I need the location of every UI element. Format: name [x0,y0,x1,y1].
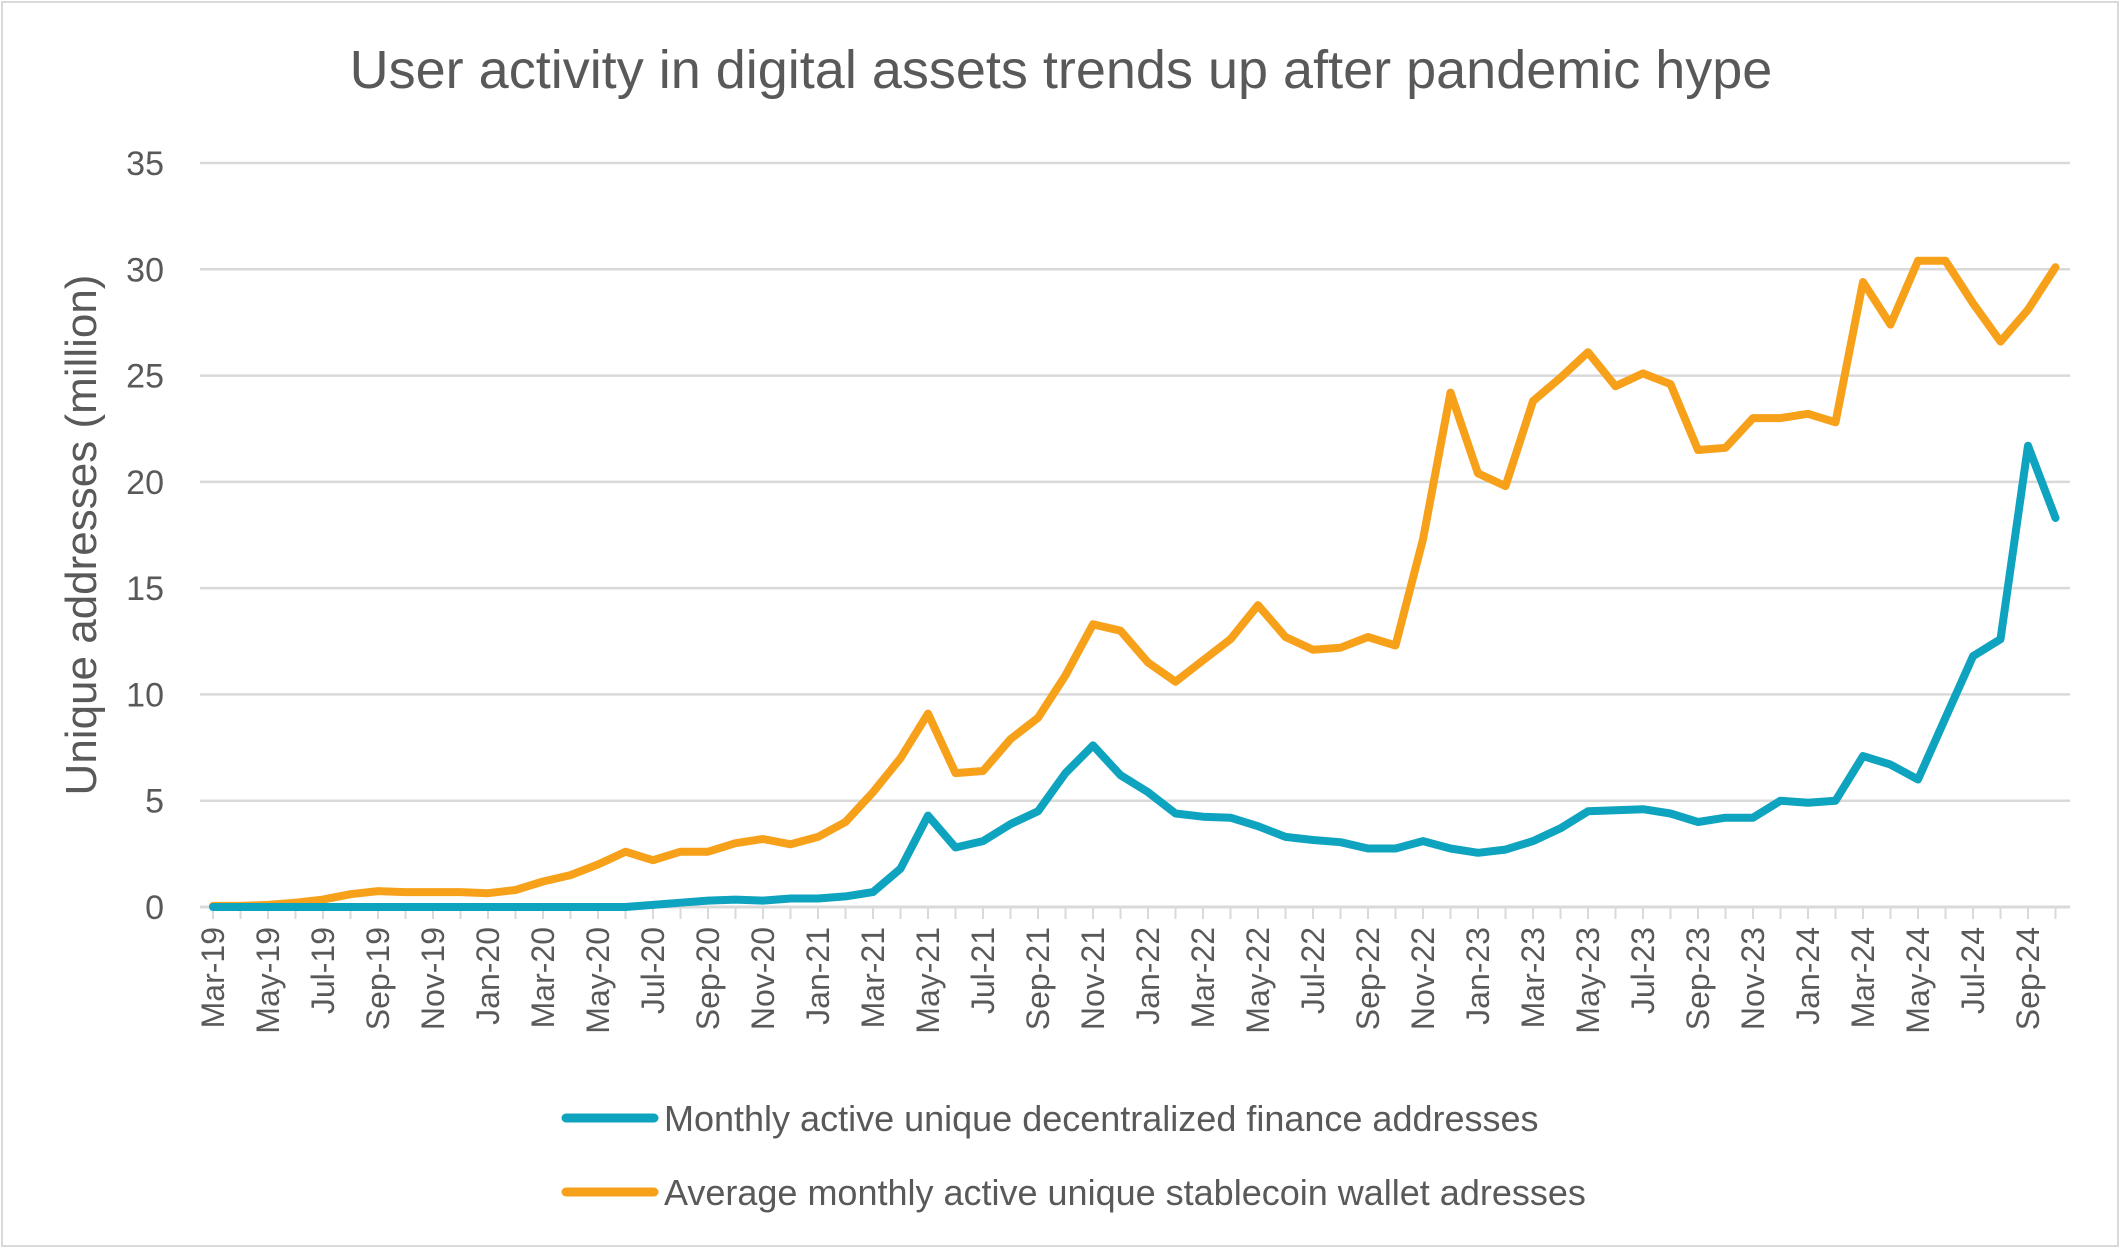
x-tick-label: Jul-24 [1955,927,1991,1014]
x-tick-label: May-23 [1570,927,1606,1034]
data-series [209,256,2060,911]
x-tick-label: May-19 [250,927,286,1034]
x-tick-label: Nov-21 [1075,927,1111,1030]
x-tick-label: Jul-21 [965,927,1001,1014]
x-tick-label: Sep-20 [690,927,726,1030]
x-tick-label: May-22 [1240,927,1276,1034]
stablecoin-wallets-line [209,256,2060,910]
x-tick-label: Jan-21 [800,927,836,1025]
x-tick-label: Mar-20 [525,927,561,1028]
defi-addresses-line [209,441,2060,911]
y-tick-label: 20 [126,464,164,502]
legend: Monthly active unique decentralized fina… [561,1098,1586,1213]
x-tick-label: Jul-23 [1625,927,1661,1014]
x-tick-label: Mar-24 [1845,927,1881,1028]
x-tick-label: Jul-19 [305,927,341,1014]
y-tick-label: 5 [145,783,164,821]
x-tick-label: May-21 [910,927,946,1034]
x-tick-label: May-24 [1900,927,1936,1034]
chart-title: User activity in digital assets trends u… [350,40,1773,100]
x-tick-label: Sep-19 [360,927,396,1030]
y-tick-label: 35 [126,145,164,183]
x-tick-label: Sep-21 [1020,927,1056,1030]
x-tick-label: Mar-22 [1185,927,1221,1028]
x-tick-label: Sep-24 [2010,927,2046,1030]
x-tick-label: Mar-19 [195,927,231,1028]
y-tick-label: 15 [126,570,164,608]
y-axis-ticks: 0 5 10 15 20 25 30 35 [126,145,164,927]
x-tick-label: Nov-22 [1405,927,1441,1030]
x-tick-label: May-20 [580,927,616,1034]
y-tick-label: 0 [145,889,164,927]
x-tick-label: Jan-24 [1790,927,1826,1025]
x-tick-label: Sep-23 [1680,927,1716,1030]
x-tick-label: Nov-20 [745,927,781,1030]
x-axis: Mar-19 May-19 Jul-19 Sep-19 Nov-19 Jan-20 Mar-… [195,907,2057,1034]
x-tick-label: Mar-21 [855,927,891,1028]
x-tick-label: Nov-19 [415,927,451,1030]
legend-label: Monthly active unique decentralized fina… [664,1098,1539,1139]
x-tick-label: Jan-22 [1130,927,1166,1025]
x-tick-label: Jan-20 [470,927,506,1025]
legend-label: Average monthly active unique stablecoin… [664,1172,1586,1213]
x-tick-label: Mar-23 [1515,927,1551,1028]
y-tick-label: 30 [126,251,164,289]
x-tick-label: Sep-22 [1350,927,1386,1030]
x-tick-label: Jan-23 [1460,927,1496,1025]
gridlines [200,161,2070,909]
y-tick-label: 25 [126,358,164,396]
y-tick-label: 10 [126,676,164,714]
x-tick-label: Jul-22 [1295,927,1331,1014]
x-tick-label: Jul-20 [635,927,671,1014]
x-tick-label: Nov-23 [1735,927,1771,1030]
y-axis-label: Unique addresses (million) [57,275,106,796]
